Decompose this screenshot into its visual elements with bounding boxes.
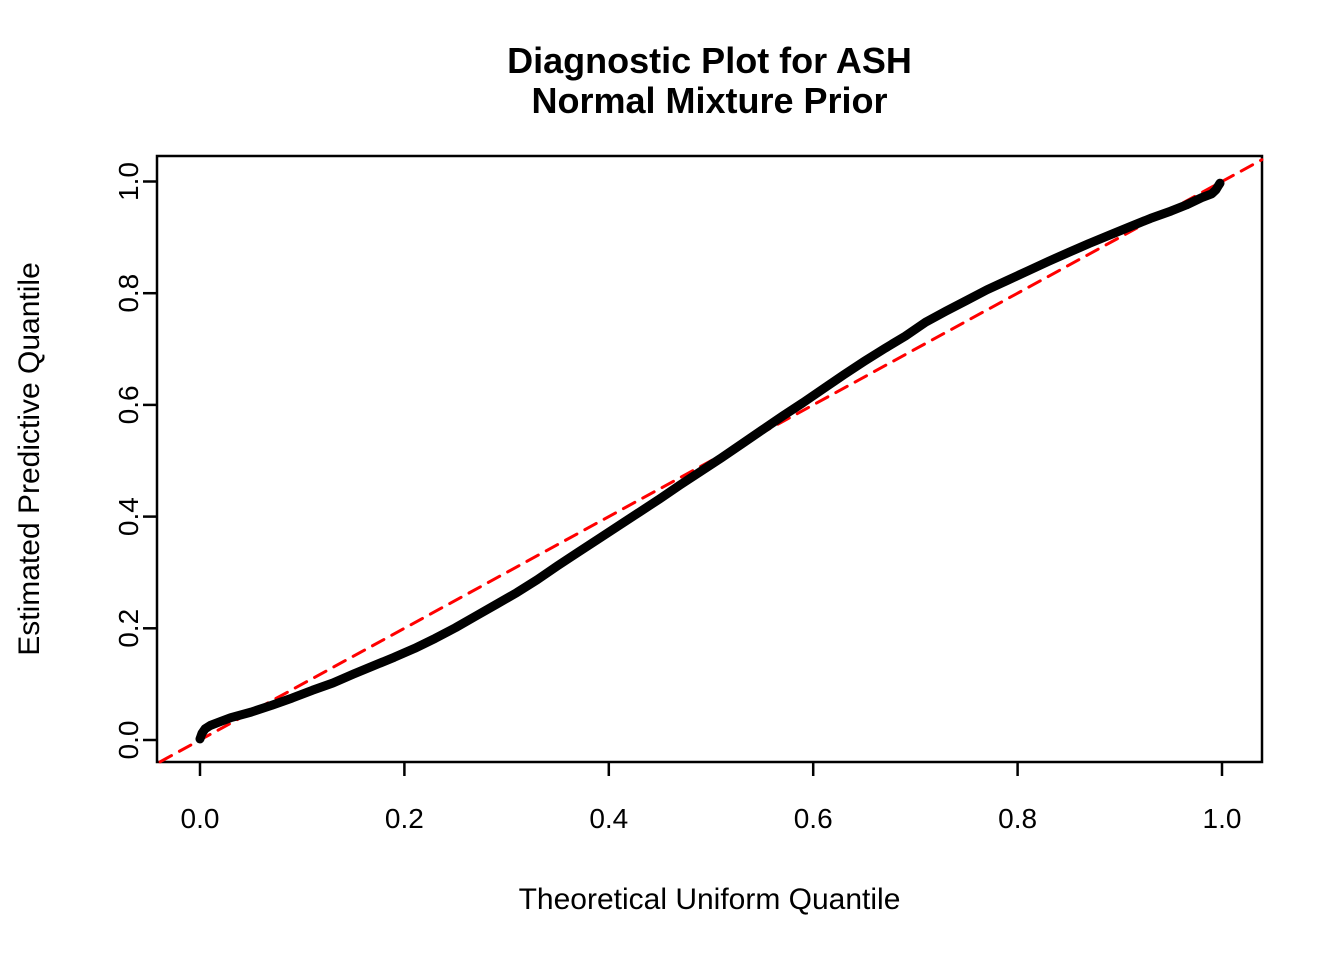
plot-title-line-1: Diagnostic Plot for ASH (507, 40, 912, 81)
x-axis-title: Theoretical Uniform Quantile (518, 883, 901, 916)
plot-title-line-2: Normal Mixture Prior (531, 80, 888, 121)
x-axis-tick-label: 0.6 (794, 803, 833, 834)
y-axis-tick-label: 0.6 (113, 385, 144, 424)
y-axis-tick-label: 0.4 (113, 497, 144, 536)
plot-title: Diagnostic Plot for ASH Normal Mixture P… (157, 41, 1262, 121)
y-axis-tick-label: 0.0 (113, 721, 144, 760)
x-axis-tick-label: 0.0 (181, 803, 220, 834)
y-axis-tick-label: 0.8 (113, 274, 144, 313)
y-axis-tick-label: 0.2 (113, 609, 144, 648)
plot-border-box (155, 154, 1264, 764)
x-axis-tick-label: 0.8 (998, 803, 1037, 834)
x-axis-tick-label: 0.4 (589, 803, 628, 834)
estimated-predictive-quantile-curve (195, 178, 1225, 744)
y-axis-tick-label: 1.0 (113, 162, 144, 201)
x-axis-tick-label: 1.0 (1203, 803, 1242, 834)
y-axis-title: Estimated Predictive Quantile (13, 262, 46, 656)
x-axis-tick-label: 0.2 (385, 803, 424, 834)
